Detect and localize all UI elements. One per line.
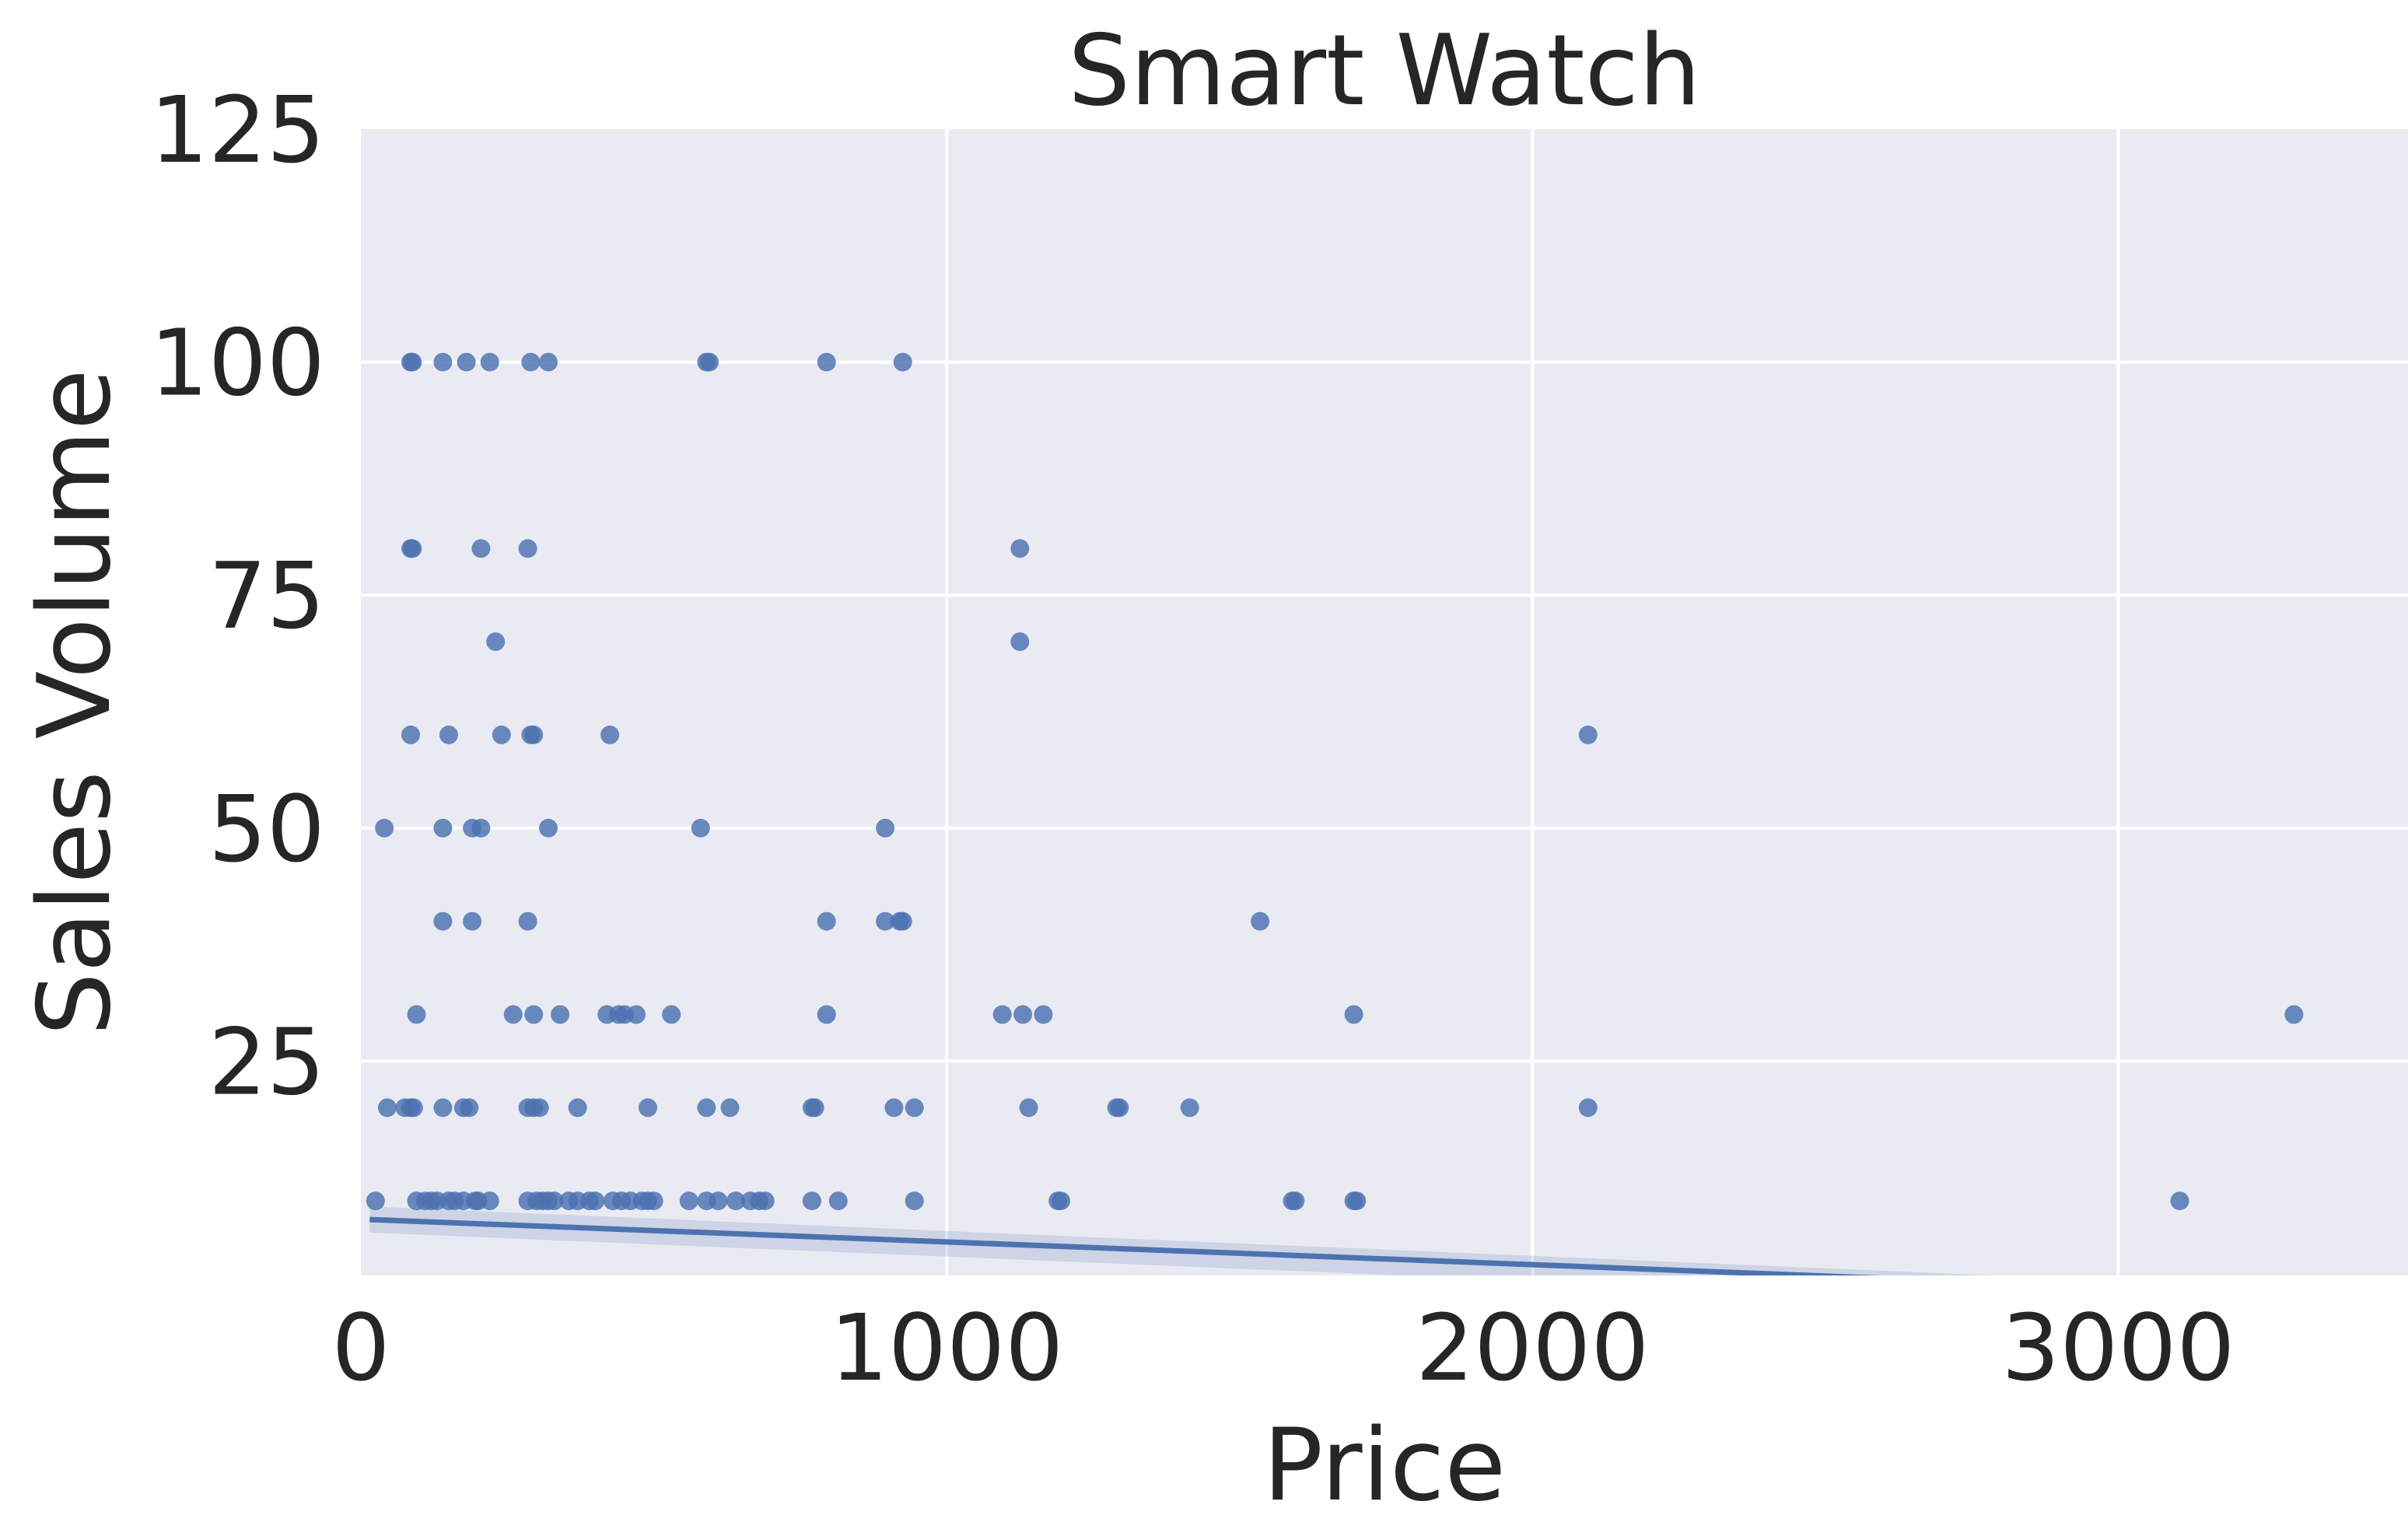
data-point	[2284, 1005, 2304, 1024]
data-point	[905, 1191, 924, 1211]
data-point	[403, 539, 422, 558]
y-tick-label: 50	[208, 775, 325, 883]
data-point	[893, 352, 912, 372]
data-point	[377, 1098, 397, 1118]
x-axis-label: Price	[1263, 1408, 1506, 1524]
data-point	[627, 1005, 646, 1024]
data-point	[817, 911, 836, 931]
data-point	[433, 911, 453, 931]
data-point	[486, 632, 506, 652]
data-point	[700, 352, 719, 372]
data-point	[586, 1191, 605, 1211]
data-point	[401, 725, 420, 744]
data-point	[1286, 1191, 1305, 1211]
data-point	[568, 1098, 587, 1118]
data-point	[1010, 632, 1030, 652]
data-point	[2170, 1191, 2189, 1211]
x-tick-label: 0	[331, 1294, 390, 1401]
data-point	[524, 725, 544, 744]
x-tick-label: 1000	[830, 1294, 1063, 1401]
data-point	[1052, 1191, 1070, 1211]
plot-background	[361, 129, 2408, 1275]
x-tick-label: 3000	[2001, 1294, 2235, 1401]
data-point	[460, 1098, 479, 1118]
data-point	[1110, 1098, 1129, 1118]
data-point	[720, 1098, 740, 1118]
data-point	[662, 1005, 681, 1024]
data-point	[905, 1098, 924, 1118]
data-point	[893, 911, 912, 931]
data-point	[492, 725, 511, 744]
data-point	[817, 352, 836, 372]
data-point	[404, 1098, 423, 1118]
y-tick-label: 125	[150, 76, 325, 184]
data-point	[433, 352, 453, 372]
data-point	[1034, 1005, 1053, 1024]
data-point	[471, 818, 491, 838]
y-tick-label: 25	[208, 1008, 325, 1115]
data-point	[884, 1098, 904, 1118]
data-point	[1013, 1005, 1033, 1024]
data-point	[544, 1191, 564, 1211]
data-point	[755, 1191, 775, 1211]
data-point	[439, 725, 458, 744]
data-point	[518, 911, 537, 931]
data-point	[518, 539, 537, 558]
data-point	[539, 352, 558, 372]
data-point	[697, 1098, 716, 1118]
data-point	[463, 911, 482, 931]
y-axis-label: Sales Volume	[17, 369, 133, 1035]
data-point	[366, 1191, 385, 1211]
data-point	[1347, 1191, 1367, 1211]
data-point	[403, 352, 422, 372]
data-point	[1578, 725, 1598, 744]
regression-line	[369, 1216, 1881, 1275]
regression-confidence-band	[369, 1206, 1994, 1275]
y-tick-label: 75	[208, 542, 325, 649]
data-points	[366, 352, 2304, 1211]
data-point	[1180, 1098, 1199, 1118]
data-point	[691, 818, 710, 838]
data-point	[1344, 1005, 1363, 1024]
data-point	[530, 1098, 549, 1118]
data-point	[1010, 539, 1030, 558]
y-tick-labels: 25 50 75 100 125	[150, 76, 325, 1115]
data-point	[639, 1098, 657, 1118]
data-point	[457, 352, 476, 372]
data-point	[709, 1191, 728, 1211]
data-point	[471, 539, 491, 558]
data-point	[802, 1191, 821, 1211]
data-point	[679, 1191, 698, 1211]
confidence-band-layer	[369, 1206, 1994, 1275]
data-point	[600, 725, 620, 744]
data-point	[876, 818, 895, 838]
data-point	[805, 1098, 824, 1118]
regression-line-layer	[369, 1216, 1881, 1275]
chart-title: Smart Watch	[1068, 13, 1700, 128]
data-point	[1019, 1098, 1038, 1118]
data-point	[551, 1005, 570, 1024]
data-point	[433, 818, 453, 838]
data-point	[503, 1005, 523, 1024]
data-point	[524, 1005, 544, 1024]
data-point	[480, 1191, 499, 1211]
data-point	[726, 1191, 745, 1211]
data-point	[876, 911, 895, 931]
data-point	[521, 352, 541, 372]
data-point	[433, 1098, 453, 1118]
data-point	[1578, 1098, 1598, 1118]
data-point	[407, 1005, 426, 1024]
data-point	[992, 1005, 1012, 1024]
data-point	[539, 818, 558, 838]
data-point	[480, 352, 499, 372]
data-point	[1251, 911, 1270, 931]
x-tick-labels: 0 1000 2000 3000	[331, 1294, 2235, 1401]
data-point	[644, 1191, 663, 1211]
data-point	[375, 818, 394, 838]
data-point	[828, 1191, 848, 1211]
y-tick-label: 100	[150, 310, 325, 417]
data-point	[817, 1005, 836, 1024]
x-tick-label: 2000	[1416, 1294, 1649, 1401]
